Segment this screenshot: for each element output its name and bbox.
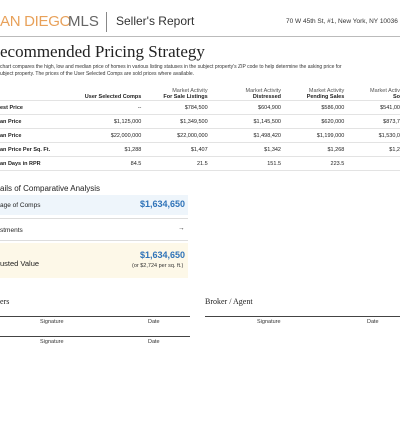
table-cell: -- — [55, 100, 142, 115]
value: $1,634,650 — [140, 199, 186, 209]
arrow: → — [178, 225, 185, 232]
table-cell: $1,199,000 — [281, 128, 345, 143]
description: ubject property. The prices of the User … — [0, 71, 195, 77]
table-cell: $784,500 — [141, 100, 208, 115]
pricing-table: User Selected Comps Market Activity For Sa… — [0, 82, 400, 171]
sub-value: (or $2,724 per sq. ft.) — [132, 263, 184, 269]
header-text: Market Activ — [370, 88, 400, 94]
header-text: Market Activity — [172, 88, 208, 94]
table-cell: $22,000,000 — [141, 128, 208, 143]
title: ecommended Pricing Strategy — [0, 42, 205, 61]
header-text: For Sale Listings — [163, 94, 208, 100]
label: stments — [0, 227, 23, 234]
table-cell: 151.5 — [207, 156, 281, 171]
logo: MLS — [68, 13, 99, 30]
divider — [0, 36, 400, 37]
signature-line — [0, 336, 190, 337]
table-cell: 223.5 — [281, 156, 345, 171]
header-row: User Selected Comps Market Activity For Sa… — [0, 82, 400, 101]
table-row: est Price -- $784,500 $604,900 $586,000 $541,… — [0, 100, 400, 115]
table-cell: $541,00 — [344, 100, 400, 115]
label: usted Value — [0, 259, 40, 268]
header-cell: Market Activity Pending Sales — [281, 82, 345, 101]
table-cell: $1,349,500 — [141, 114, 208, 129]
header-text: User Selected Comps — [84, 94, 142, 100]
section-title: ails of Comparative Analysis — [0, 184, 101, 193]
label: Signature — [257, 319, 281, 325]
section-title: ers — [0, 297, 10, 306]
header-text: Market Activity — [245, 88, 281, 94]
logo: AN DIEGO — [0, 13, 71, 30]
table-row: an Price $22,000,000 $22,000,000 $1,498,420… — [0, 128, 400, 143]
table-cell: $604,900 — [207, 100, 281, 115]
table-cell: $1,342 — [207, 142, 281, 157]
header-text: Market Activity — [308, 88, 345, 94]
value: $1,634,650 — [140, 250, 186, 260]
header-cell: Market Activ So — [344, 82, 400, 101]
table-cell: $1,498,420 — [207, 128, 281, 143]
table-cell: $1,530,0 — [344, 128, 400, 143]
table-cell: $873,7 — [344, 114, 400, 129]
header-cell: User Selected Comps — [55, 82, 142, 101]
table-cell: 21.5 — [141, 156, 208, 171]
table-cell: $1,407 — [141, 142, 208, 157]
table-row: an Price Per Sq. Ft. $1,288 $1,407 $1,342 $1… — [0, 142, 400, 157]
label: Date — [148, 319, 160, 325]
separator — [106, 12, 107, 32]
table-cell: $1,268 — [281, 142, 345, 157]
label: Date — [148, 339, 160, 345]
highlight — [0, 195, 188, 215]
table-row: an Price $1,125,000 $1,349,500 $1,145,500 $6… — [0, 114, 400, 129]
table-cell: $1,125,000 — [55, 114, 142, 129]
section-title: Broker / Agent — [205, 297, 253, 306]
address: 70 W 45th St, #1, New York, NY 10036 — [286, 18, 398, 25]
table-cell: $586,000 — [281, 100, 345, 115]
table-cell — [344, 156, 400, 171]
table-cell: $1,2 — [344, 142, 400, 157]
label: Date — [367, 319, 379, 325]
highlight — [0, 243, 188, 278]
signature-line — [0, 316, 190, 317]
header-cell: Market Activity Distressed — [207, 82, 281, 101]
table-row: an Days in RPR 84.5 21.5 151.5 223.5 — [0, 156, 400, 171]
label: age of Comps — [0, 202, 41, 209]
report-name: Seller's Report — [116, 14, 195, 28]
description: chart compares the high, low and median … — [0, 64, 342, 70]
table-cell: an Price — [0, 114, 56, 129]
header-cell — [0, 82, 56, 101]
table-cell: an Price Per Sq. Ft. — [0, 142, 56, 157]
table-cell: 84.5 — [55, 156, 142, 171]
table-cell: $620,000 — [281, 114, 345, 129]
table-cell: an Days in RPR — [0, 156, 56, 171]
table-cell: est Price — [0, 100, 56, 115]
label: Signature — [40, 339, 64, 345]
table-cell: $1,288 — [55, 142, 142, 157]
header-cell: Market Activity For Sale Listings — [141, 82, 208, 101]
signature-line — [205, 316, 400, 317]
table-cell: $22,000,000 — [55, 128, 142, 143]
header-text: So — [392, 94, 400, 100]
table-cell: $1,145,500 — [207, 114, 281, 129]
divider — [0, 218, 188, 219]
header-text: Distressed — [252, 94, 281, 100]
divider — [0, 240, 188, 241]
label: Signature — [40, 319, 64, 325]
header-text: Pending Sales — [306, 94, 345, 100]
table-cell: an Price — [0, 128, 56, 143]
